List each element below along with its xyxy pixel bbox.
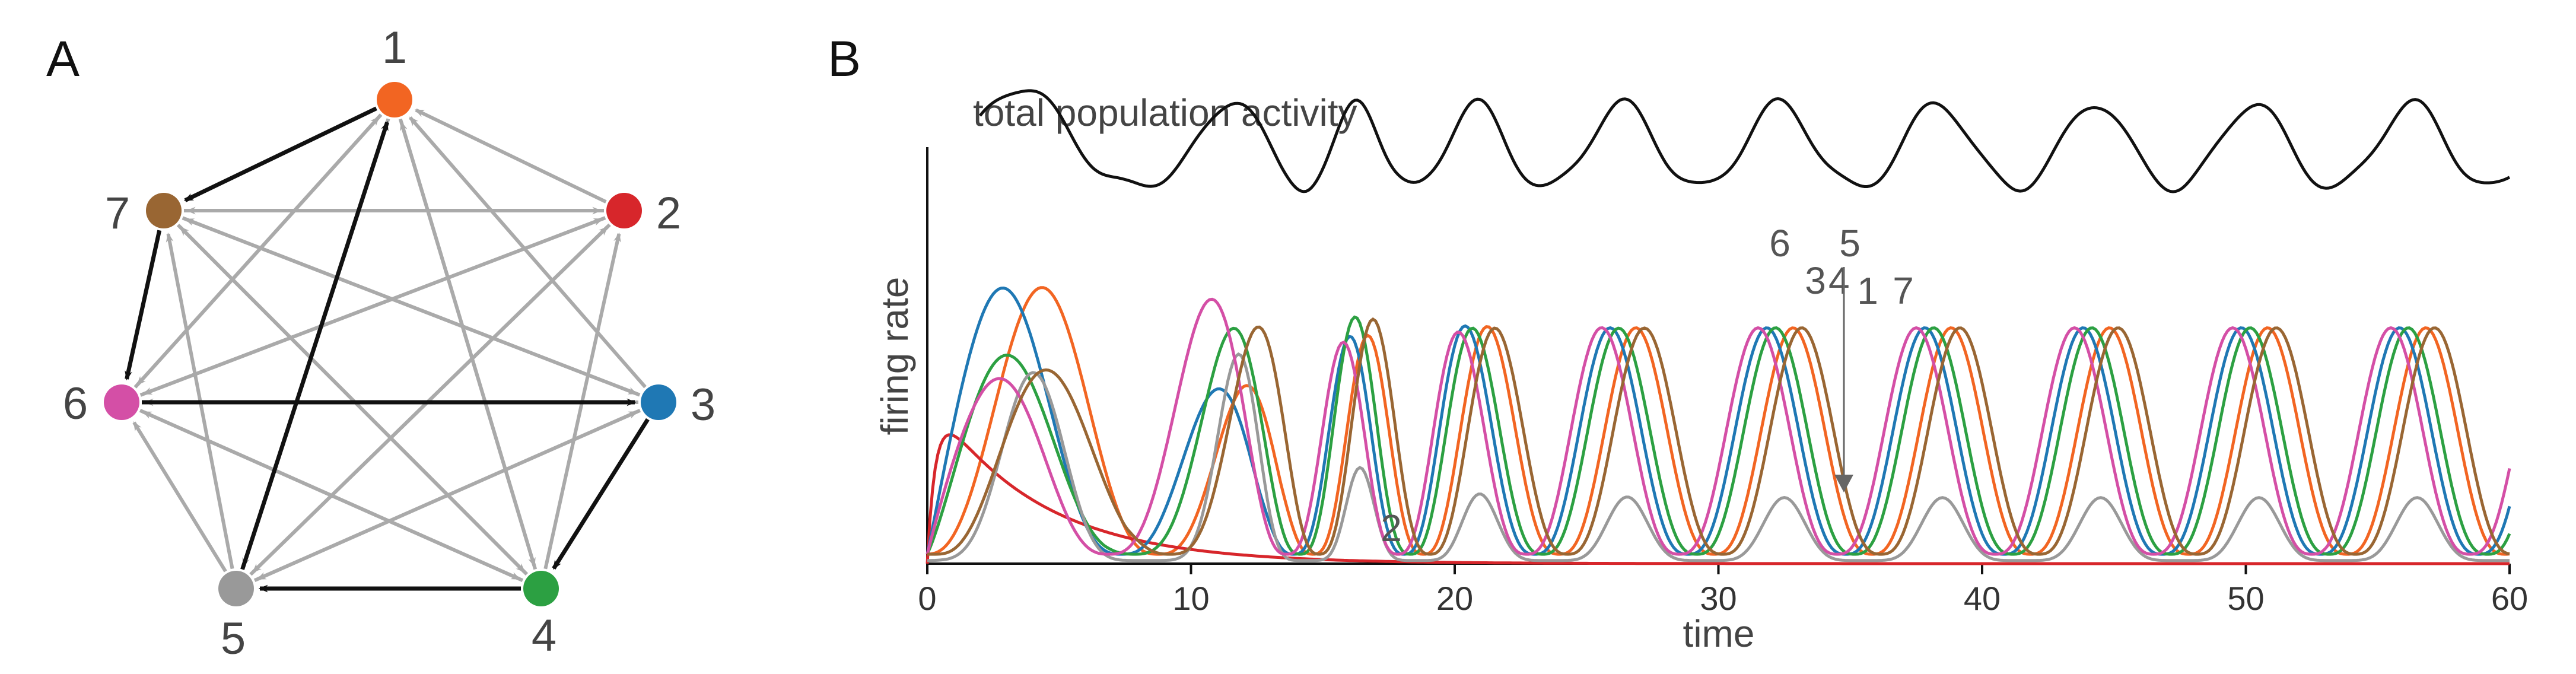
node-4	[523, 571, 559, 606]
edge-3-to-1	[409, 116, 647, 389]
node-5	[218, 571, 254, 606]
panel-a-label: A	[46, 31, 79, 87]
x-tick-label-10: 10	[1172, 580, 1209, 617]
gray-edges	[132, 108, 647, 583]
annotation-4: 4	[1828, 259, 1850, 302]
panel-b-label: B	[828, 31, 861, 87]
node-label-7: 7	[105, 188, 130, 239]
edge-1-to-7	[183, 106, 377, 202]
x-axis-label: time	[1683, 612, 1755, 655]
edge-1-to-6	[136, 113, 383, 386]
node-2	[606, 193, 642, 228]
series-line-2	[926, 433, 2510, 565]
cycle-edges	[125, 106, 650, 593]
edge-2-to-1	[414, 108, 607, 204]
network-nodes: 1 2 3 4 5 6 7	[63, 23, 715, 664]
x-tick-label-30: 30	[1700, 580, 1737, 617]
node-label-6: 6	[63, 379, 88, 429]
annotation-7: 7	[1893, 269, 1914, 312]
total-activity-line	[978, 89, 2511, 193]
series-line-4	[926, 315, 2511, 556]
firing-rate-lines	[926, 286, 2511, 565]
series-line-7	[927, 317, 2510, 556]
x-ticks: 0 10 20 30 40 50 60	[918, 564, 2528, 617]
node-3	[641, 384, 676, 420]
annotation-6: 6	[1769, 222, 1791, 265]
node-label-2: 2	[656, 188, 681, 239]
edge-2-to-5	[252, 223, 611, 574]
annotation-3: 3	[1805, 259, 1826, 302]
chart-title: total population activity	[973, 91, 1357, 134]
x-tick-label-50: 50	[2227, 580, 2264, 617]
edge-5-to-6	[132, 421, 227, 573]
x-tick-label-0: 0	[918, 580, 936, 617]
edge-3-to-7	[185, 217, 641, 397]
edge-3-to-4	[552, 418, 650, 570]
edge-5-to-1	[240, 120, 389, 570]
x-tick-label-20: 20	[1436, 580, 1473, 617]
node-label-1: 1	[382, 23, 407, 73]
annotation-marker-arrowhead	[1834, 475, 1853, 492]
edge-2-to-6	[142, 216, 606, 396]
node-label-5: 5	[221, 613, 246, 664]
annotation-1: 1	[1857, 269, 1878, 312]
annotation-2: 2	[1381, 507, 1402, 549]
annotation-5: 5	[1839, 222, 1861, 265]
series-line-6	[926, 297, 2511, 556]
node-7	[146, 193, 182, 228]
edge-4-to-6	[142, 410, 524, 582]
edge-7-to-6	[125, 230, 162, 381]
edge-1-to-4	[398, 118, 536, 567]
x-tick-label-60: 60	[2491, 580, 2528, 617]
x-tick-label-40: 40	[1964, 580, 2001, 617]
node-label-4: 4	[532, 611, 556, 661]
series-line-3	[926, 286, 2511, 556]
node-1	[377, 82, 412, 117]
y-axis-label: firing rate	[873, 277, 916, 435]
node-6	[104, 384, 139, 420]
node-label-3: 3	[691, 380, 715, 430]
network-graph: 1 2 3 4 5 6 7	[63, 23, 715, 664]
